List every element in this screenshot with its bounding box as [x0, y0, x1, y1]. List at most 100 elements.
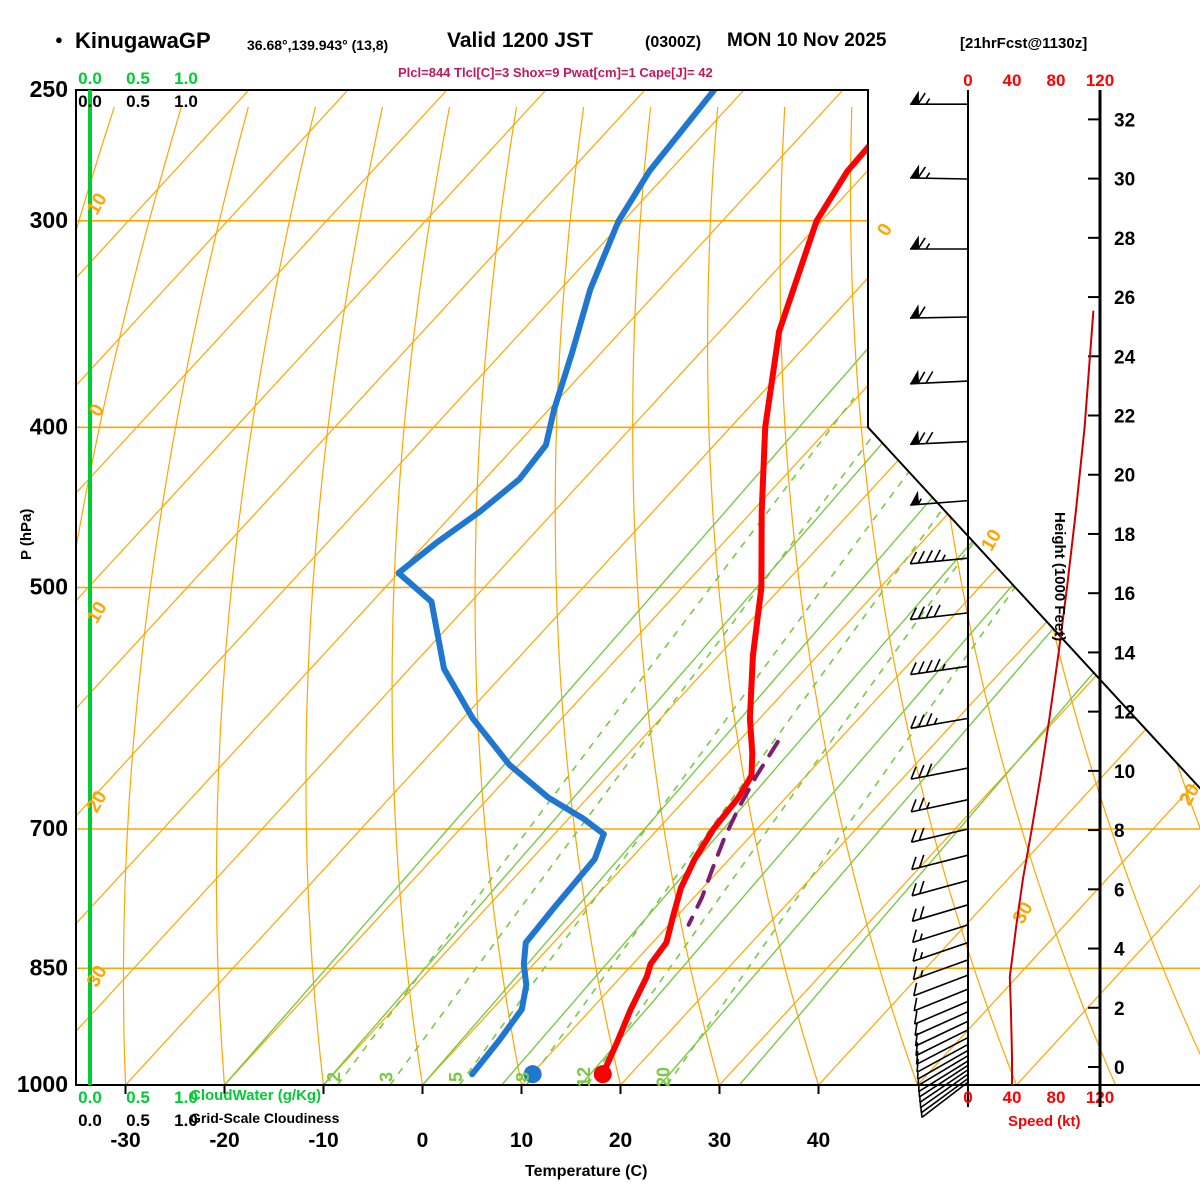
- wind-barb: [920, 1081, 969, 1119]
- wind-barb: [909, 604, 969, 621]
- wind-barb: [909, 658, 969, 676]
- saturated-adiabat-line: [659, 90, 1200, 1085]
- cloudiness-tick-top: 0.0: [78, 92, 102, 111]
- isotherm-line: [76, 90, 646, 1085]
- wind-barb: [914, 1011, 969, 1037]
- dry-adiabat-label-right: 0: [873, 220, 896, 240]
- dry-adiabat-label-right: 30: [1009, 899, 1038, 928]
- height-tick-label: 28: [1114, 229, 1135, 250]
- isotherm-line: [76, 90, 943, 1085]
- wind-barb: [915, 1029, 969, 1057]
- wind-barb: [912, 941, 969, 962]
- cloudwater-tick-bottom: 0.5: [126, 1088, 150, 1107]
- isopleth-grid: [76, 90, 1200, 1085]
- svg-text:12: 12: [574, 1067, 594, 1087]
- wind-barb: [910, 797, 969, 813]
- mixing-ratio-label: 8: [513, 1072, 533, 1082]
- pressure-tick-label: 300: [30, 207, 68, 233]
- speed-tick-top: 80: [1047, 71, 1066, 90]
- wind-barb: [913, 988, 969, 1012]
- dry-adiabat-line: [707, 106, 820, 1085]
- pressure-tick-label: 1000: [17, 1071, 68, 1097]
- wind-barb: [916, 1049, 969, 1080]
- wind-barb-panel: [909, 90, 969, 1119]
- height-tick-label: 16: [1114, 584, 1135, 605]
- svg-text:5: 5: [446, 1072, 466, 1082]
- isotherm-line: [76, 90, 250, 1085]
- temperature-tick-label: -10: [308, 1129, 338, 1152]
- wind-barb: [910, 369, 969, 385]
- wind-barb: [914, 1020, 969, 1047]
- svg-text:3: 3: [377, 1072, 397, 1082]
- svg-text:2: 2: [324, 1072, 344, 1082]
- wind-barb: [910, 827, 969, 843]
- wind-barb: [909, 90, 969, 106]
- cloudwater-tick-top: 1.0: [174, 69, 198, 88]
- saturated-adiabat-line: [223, 90, 1095, 1085]
- dry-adiabat-label-left: 30: [83, 962, 112, 991]
- cloudiness-tick-bottom: 0.0: [78, 1111, 102, 1130]
- svg-text:0: 0: [873, 220, 896, 240]
- mixing-ratio-label: 3: [377, 1072, 397, 1082]
- isotherm-line: [818, 90, 1200, 1085]
- temperature-tick-label: 20: [609, 1129, 632, 1152]
- sounding-traces: [395, 90, 921, 1084]
- trace-dewpoint: [395, 90, 718, 1078]
- wind-barb: [909, 235, 969, 250]
- height-tick-label: 22: [1114, 407, 1135, 428]
- wind-barb: [910, 430, 969, 446]
- dry-adiabat-line: [1186, 106, 1200, 1085]
- dry-adiabat-line: [76, 106, 182, 1085]
- cloudwater-tick-bottom: 0.0: [78, 1088, 102, 1107]
- trace-parcel: [686, 739, 780, 927]
- dry-adiabat-line: [985, 106, 1200, 1085]
- mixing-ratio-line: [586, 397, 1080, 1085]
- pressure-tick-label: 400: [30, 413, 68, 439]
- cloudwater-tick-top: 0.0: [78, 69, 102, 88]
- speed-tick-top: 120: [1086, 71, 1114, 90]
- temperature-tick-label: -30: [110, 1129, 140, 1152]
- speed-tick-bottom: 80: [1047, 1088, 1066, 1107]
- mixing-ratio-line: [336, 397, 855, 1085]
- svg-text:20: 20: [654, 1067, 674, 1087]
- wind-barb: [912, 959, 969, 981]
- temperature-tick-label: 0: [417, 1129, 429, 1152]
- dry-adiabat-line: [215, 106, 316, 1085]
- height-tick-label: 12: [1114, 703, 1135, 724]
- cloudiness-tick-top: 0.5: [126, 92, 150, 111]
- dry-adiabat-line: [632, 106, 721, 1085]
- height-tick-label: 30: [1114, 170, 1135, 191]
- isotherm-line: [1016, 90, 1200, 1085]
- wind-barb: [917, 1055, 969, 1087]
- svg-text:30: 30: [83, 962, 112, 991]
- surface-dewpoint-marker: [523, 1065, 542, 1084]
- mixing-ratio-label: 12: [574, 1067, 594, 1087]
- pressure-tick-label: 700: [30, 815, 68, 841]
- height-tick-label: 4: [1114, 940, 1125, 961]
- height-tick-label: 8: [1114, 821, 1125, 842]
- mixing-ratio-line: [458, 397, 965, 1085]
- dry-adiabat-line: [122, 106, 249, 1085]
- wind-barb: [911, 854, 969, 871]
- wind-barb: [910, 712, 969, 730]
- isotherm-line: [76, 90, 448, 1085]
- mixing-ratio-label: 20: [654, 1067, 674, 1087]
- height-tick-label: 32: [1114, 110, 1135, 131]
- isotherm-line: [76, 90, 349, 1085]
- wind-barb: [916, 1043, 969, 1073]
- wind-barb: [920, 1077, 969, 1114]
- cloudiness-tick-bottom: 1.0: [174, 1111, 198, 1130]
- wind-barb: [909, 549, 969, 565]
- height-tick-label: 24: [1114, 347, 1136, 368]
- height-tick-label: 6: [1114, 880, 1125, 901]
- height-tick-label: 14: [1114, 643, 1136, 664]
- cloudiness-tick-top: 1.0: [174, 92, 198, 111]
- wind-barb: [911, 904, 969, 923]
- isotherm-line: [917, 90, 1200, 1085]
- svg-text:20: 20: [83, 788, 112, 817]
- svg-text:8: 8: [513, 1072, 533, 1082]
- wind-barb: [909, 304, 969, 319]
- dry-adiabat-line: [391, 106, 451, 1085]
